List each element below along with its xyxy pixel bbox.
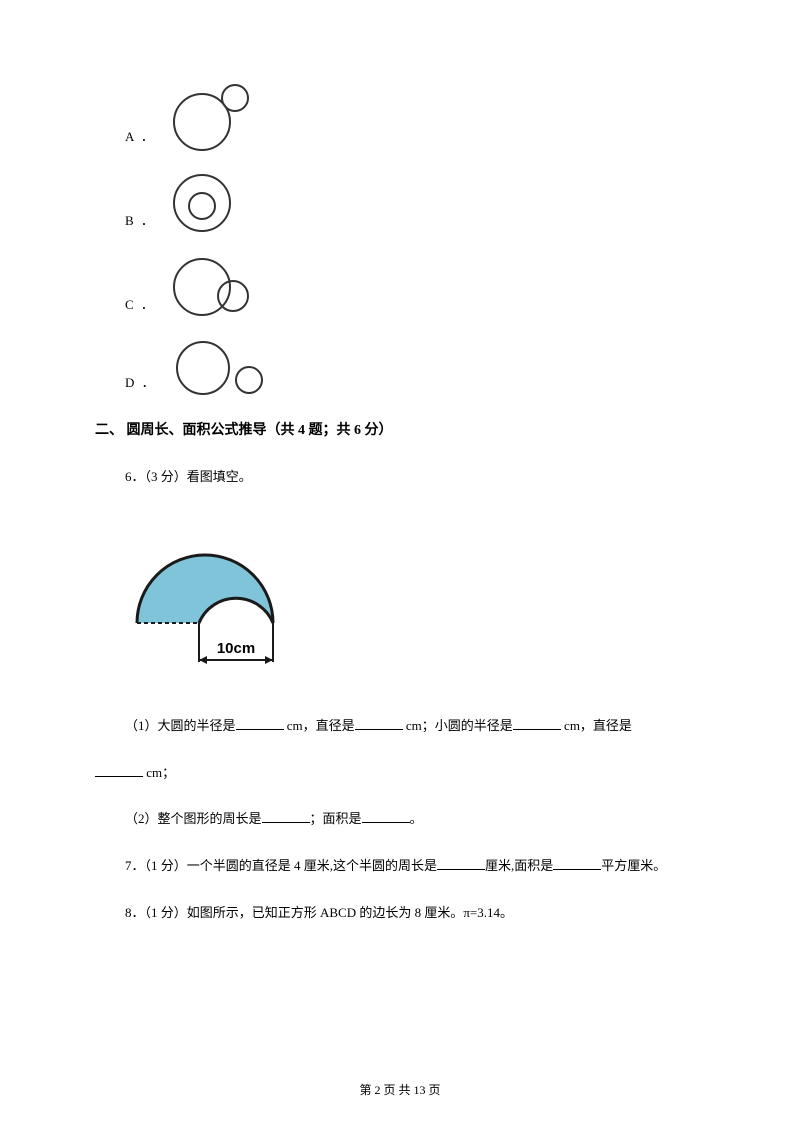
question-6-sub1-cont: cm； xyxy=(95,759,705,788)
question-6-figure-container: 10cm xyxy=(95,510,705,687)
q6-sub1-p4: cm，直径是 xyxy=(561,718,632,733)
option-d-figure xyxy=(165,338,270,398)
option-a-row: A ． xyxy=(95,80,705,152)
q6-sub2-p3: 。 xyxy=(410,811,423,826)
option-a-label: A ． xyxy=(125,125,156,152)
question-6-sub1: （1）大圆的半径是 cm，直径是 cm；小圆的半径是 cm，直径是 xyxy=(95,712,705,741)
blank[interactable] xyxy=(262,809,310,823)
option-c-row: C ． xyxy=(95,254,705,320)
question-6-sub2: （2）整个图形的周长是 ；面积是 。 xyxy=(95,805,705,834)
option-d-label: D ． xyxy=(125,371,157,398)
blank[interactable] xyxy=(236,716,284,730)
q7-p3: 平方厘米。 xyxy=(601,858,666,873)
page-footer: 第 2 页 共 13 页 xyxy=(0,1080,800,1102)
q6-sub1-p5: cm； xyxy=(143,765,175,780)
blank[interactable] xyxy=(437,856,485,870)
figure-10cm-label: 10cm xyxy=(217,640,255,657)
q6-sub2-p1: （2）整个图形的周长是 xyxy=(125,811,262,826)
q7-p1: 7．（1 分）一个半圆的直径是 4 厘米,这个半圆的周长是 xyxy=(125,858,437,873)
blank[interactable] xyxy=(362,809,410,823)
q6-sub1-p1: （1）大圆的半径是 xyxy=(125,718,236,733)
question-6-intro: 6．（3 分）看图填空。 xyxy=(95,463,705,492)
option-b-figure xyxy=(164,170,249,236)
blank[interactable] xyxy=(95,763,143,777)
option-a-figure xyxy=(164,80,259,152)
question-7: 7．（1 分）一个半圆的直径是 4 厘米,这个半圆的周长是 厘米,面积是 平方厘米。 xyxy=(95,852,705,881)
option-c-figure xyxy=(164,254,264,320)
option-b-label: B ． xyxy=(125,209,156,236)
blank[interactable] xyxy=(513,716,561,730)
option-d-row: D ． xyxy=(95,338,705,398)
section-2-title: 二、 圆周长、面积公式推导（共 4 题；共 6 分） xyxy=(95,418,705,443)
blank[interactable] xyxy=(553,856,601,870)
question-8: 8．（1 分）如图所示，已知正方形 ABCD 的边长为 8 厘米。π=3.14。 xyxy=(95,899,705,928)
q7-p2: 厘米,面积是 xyxy=(485,858,553,873)
q6-sub2-p2: ；面积是 xyxy=(310,811,362,826)
option-b-row: B ． xyxy=(95,170,705,236)
option-c-label: C ． xyxy=(125,293,156,320)
question-6-figure: 10cm xyxy=(115,510,315,680)
q6-sub1-p3: cm；小圆的半径是 xyxy=(403,718,513,733)
blank[interactable] xyxy=(355,716,403,730)
q6-sub1-p2: cm，直径是 xyxy=(284,718,355,733)
